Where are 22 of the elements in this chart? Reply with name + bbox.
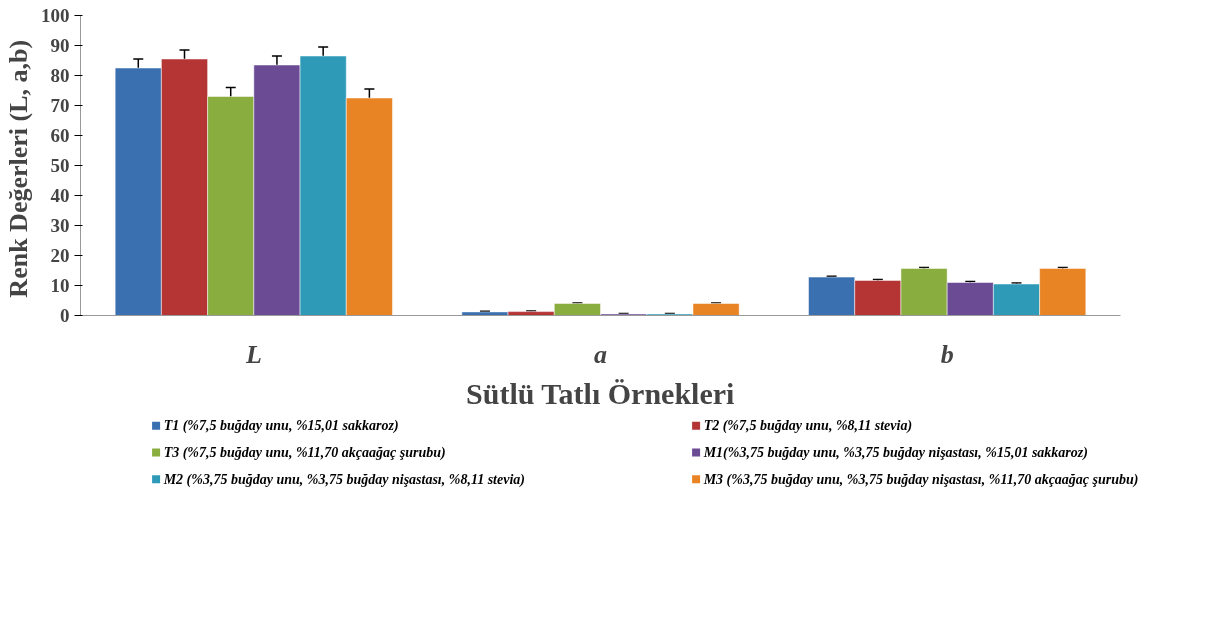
y-tick-label: 80: [50, 65, 70, 86]
x-tick-label: b: [940, 339, 954, 369]
legend-label: M3 (%3,75 buğday unu, %3,75 buğday nişastası, %11,70 akçaağaç şurubu): [702, 471, 1139, 488]
legend-label: M2 (%3,75 buğday unu, %3,75 buğday nişastası, %8,11 stevia): [162, 471, 525, 488]
x-axis-title: Sütlü Tatlı Örnekleri: [466, 376, 735, 410]
y-tick-label: 50: [50, 155, 70, 176]
legend-label: T1 (%7,5 buğday unu, %15,01 sakkaroz): [163, 418, 399, 435]
x-tick-label: L: [244, 339, 262, 369]
y-tick-label: 40: [50, 185, 70, 206]
legend-label: T3 (%7,5 buğday unu, %11,70 akçaağaç şurubu): [163, 445, 446, 461]
y-tick-label: 70: [50, 95, 70, 116]
y-tick-label: 10: [50, 275, 70, 296]
y-tick-label: 90: [50, 35, 70, 56]
y-tick-label: 20: [50, 245, 70, 266]
x-tick-label: a: [594, 339, 607, 369]
legend-label: T2 (%7,5 buğday unu, %8,11 stevia): [703, 418, 913, 435]
y-tick-label: 30: [50, 215, 70, 236]
legend-label: M1(%3,75 buğday unu, %3,75 buğday nişastası, %15,01 sakkaroz): [702, 445, 1088, 461]
y-tick-label: 100: [41, 5, 70, 26]
y-tick-label: 60: [50, 125, 70, 146]
y-axis-title: Renk Değerleri (L, a,b): [4, 39, 33, 298]
y-tick-label: 0: [60, 305, 70, 326]
